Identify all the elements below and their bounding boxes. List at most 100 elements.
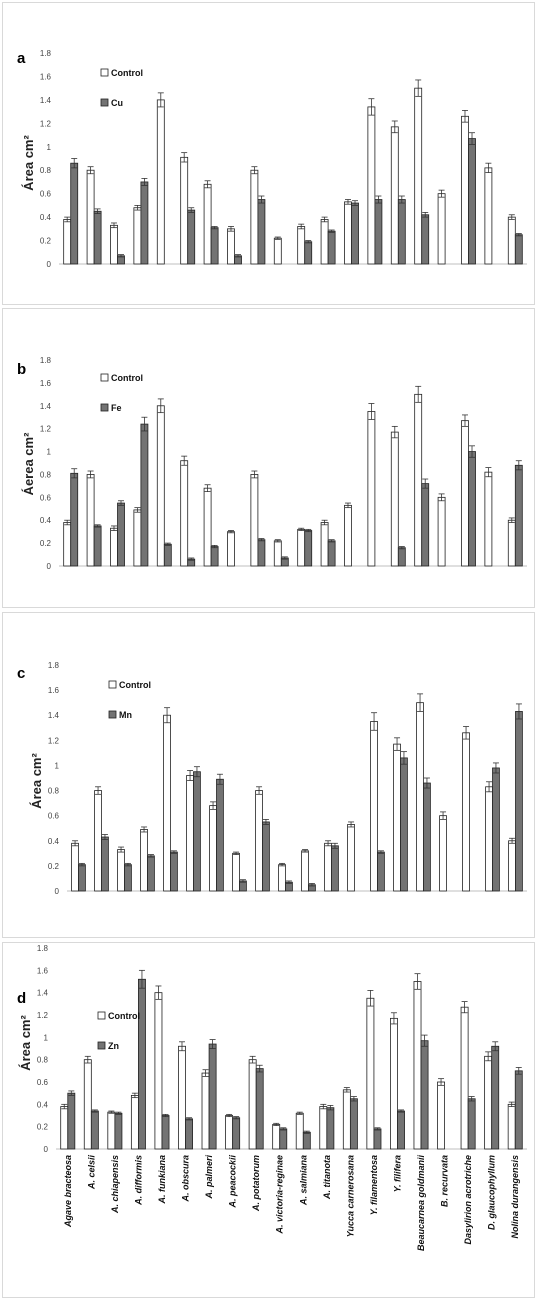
category-label: A. chiapensis (110, 1155, 120, 1214)
legend-label: Mn (119, 710, 132, 720)
bar-treatment (279, 1128, 288, 1150)
bar-treatment (193, 771, 201, 892)
category-label: A. celsii (86, 1155, 96, 1191)
chart-svg-d: d Área cm² 0 0.2 0.4 0.6 0.8 1 1.2 1.4 1.6 1.8 Agave… (17, 944, 527, 1251)
legend-swatch (100, 373, 109, 382)
bar-treatment (147, 855, 155, 892)
bar-control (462, 732, 470, 892)
y-tick-label: 1.4 (40, 402, 52, 411)
legend-swatch (97, 1041, 106, 1050)
bar-control (110, 527, 118, 567)
chart-panel-c: c Área cm² 0 0.2 0.4 0.6 0.8 1 1.2 1.4 1.6 1.8 Contr… (2, 612, 535, 938)
panel-letter: a (17, 50, 26, 67)
category-label: B. recurvata (440, 1155, 450, 1207)
legend-label: Control (108, 1011, 140, 1021)
bar-control (370, 721, 378, 892)
bar-control (156, 99, 165, 265)
bar-control (225, 1115, 234, 1150)
bar-treatment (492, 767, 500, 892)
y-tick-label: 1.6 (40, 72, 52, 81)
bar-treatment (93, 525, 102, 567)
bar-control (203, 183, 212, 265)
bar-treatment (117, 502, 125, 567)
y-tick-label: 1.6 (40, 379, 52, 388)
y-tick-label: 0.6 (48, 812, 60, 821)
bar-treatment (124, 864, 132, 892)
bar-treatment (468, 451, 476, 567)
legend-swatch (108, 680, 117, 689)
y-tick-label: 1.4 (37, 989, 49, 998)
bar-control (227, 228, 235, 265)
bar-control (178, 1045, 186, 1150)
bar-treatment (170, 851, 178, 892)
bar-treatment (397, 199, 406, 265)
bar-treatment (351, 202, 359, 265)
bar-treatment (423, 782, 431, 892)
y-tick-label: 0 (47, 260, 52, 269)
y-tick-label: 0 (47, 562, 52, 571)
bar-control (485, 786, 493, 892)
bar-treatment (491, 1045, 500, 1150)
category-label: Agave bracteosa (63, 1155, 73, 1228)
bar-treatment (397, 1110, 405, 1150)
bar-control (347, 824, 355, 892)
bar-control (320, 219, 329, 265)
bar-treatment (400, 757, 408, 892)
bar-control (297, 528, 306, 567)
y-tick-label: 0.2 (40, 539, 52, 548)
y-tick-label: 0.4 (40, 516, 52, 525)
bar-control (295, 1112, 304, 1150)
bar-control (203, 487, 212, 567)
y-tick-label: 0.4 (48, 837, 60, 846)
bar-treatment (304, 241, 313, 265)
bar-control (461, 420, 469, 567)
category-label: A. victoria-reginae (275, 1155, 285, 1235)
bar-control (319, 1106, 328, 1150)
y-tick-label: 1.2 (37, 1011, 49, 1020)
legend-swatch (100, 403, 109, 412)
bar-control (437, 496, 446, 567)
bar-control (439, 815, 447, 892)
legend-swatch (100, 98, 109, 107)
bar-treatment (210, 546, 219, 567)
bar-control (133, 207, 142, 265)
bar-control (414, 393, 423, 567)
bar-treatment (515, 711, 523, 892)
y-tick-label: 0.2 (40, 237, 52, 246)
bar-control (133, 509, 142, 567)
bar-treatment (67, 1092, 76, 1150)
y-axis-label: Área cm² (29, 753, 44, 809)
bar-control (107, 1111, 116, 1150)
bar-control (110, 224, 118, 265)
bar-control (186, 775, 194, 892)
bar-control (320, 522, 329, 567)
bar-control (416, 702, 424, 892)
bar-control (273, 540, 282, 567)
bar-treatment (377, 851, 385, 892)
bar-treatment (255, 1068, 264, 1150)
bar-control (209, 805, 217, 892)
bar-treatment (185, 1118, 193, 1150)
bar-control (278, 864, 286, 892)
bar-treatment (78, 864, 86, 892)
category-label: A. salmiana (298, 1155, 308, 1206)
bar-treatment (349, 1098, 358, 1150)
category-label: A. palmeri (204, 1155, 214, 1200)
bar-control (342, 1089, 351, 1150)
bar-treatment (397, 547, 406, 567)
category-label: A. potatorum (251, 1155, 261, 1212)
bar-control (437, 193, 446, 265)
bar-treatment (257, 199, 266, 265)
bar-treatment (210, 227, 219, 265)
bar-treatment (326, 1107, 335, 1150)
y-tick-label: 0.8 (40, 166, 52, 175)
category-label: Y. filamentosa (369, 1155, 379, 1215)
category-label: Dasylirion acrotriche (463, 1155, 473, 1245)
bar-treatment (70, 162, 79, 265)
y-tick-label: 0.8 (48, 787, 60, 796)
bar-treatment (216, 778, 224, 892)
y-tick-label: 0.4 (37, 1100, 49, 1109)
bar-treatment (302, 1131, 311, 1150)
y-tick-label: 1.8 (40, 49, 52, 58)
legend-swatch (97, 1011, 106, 1020)
